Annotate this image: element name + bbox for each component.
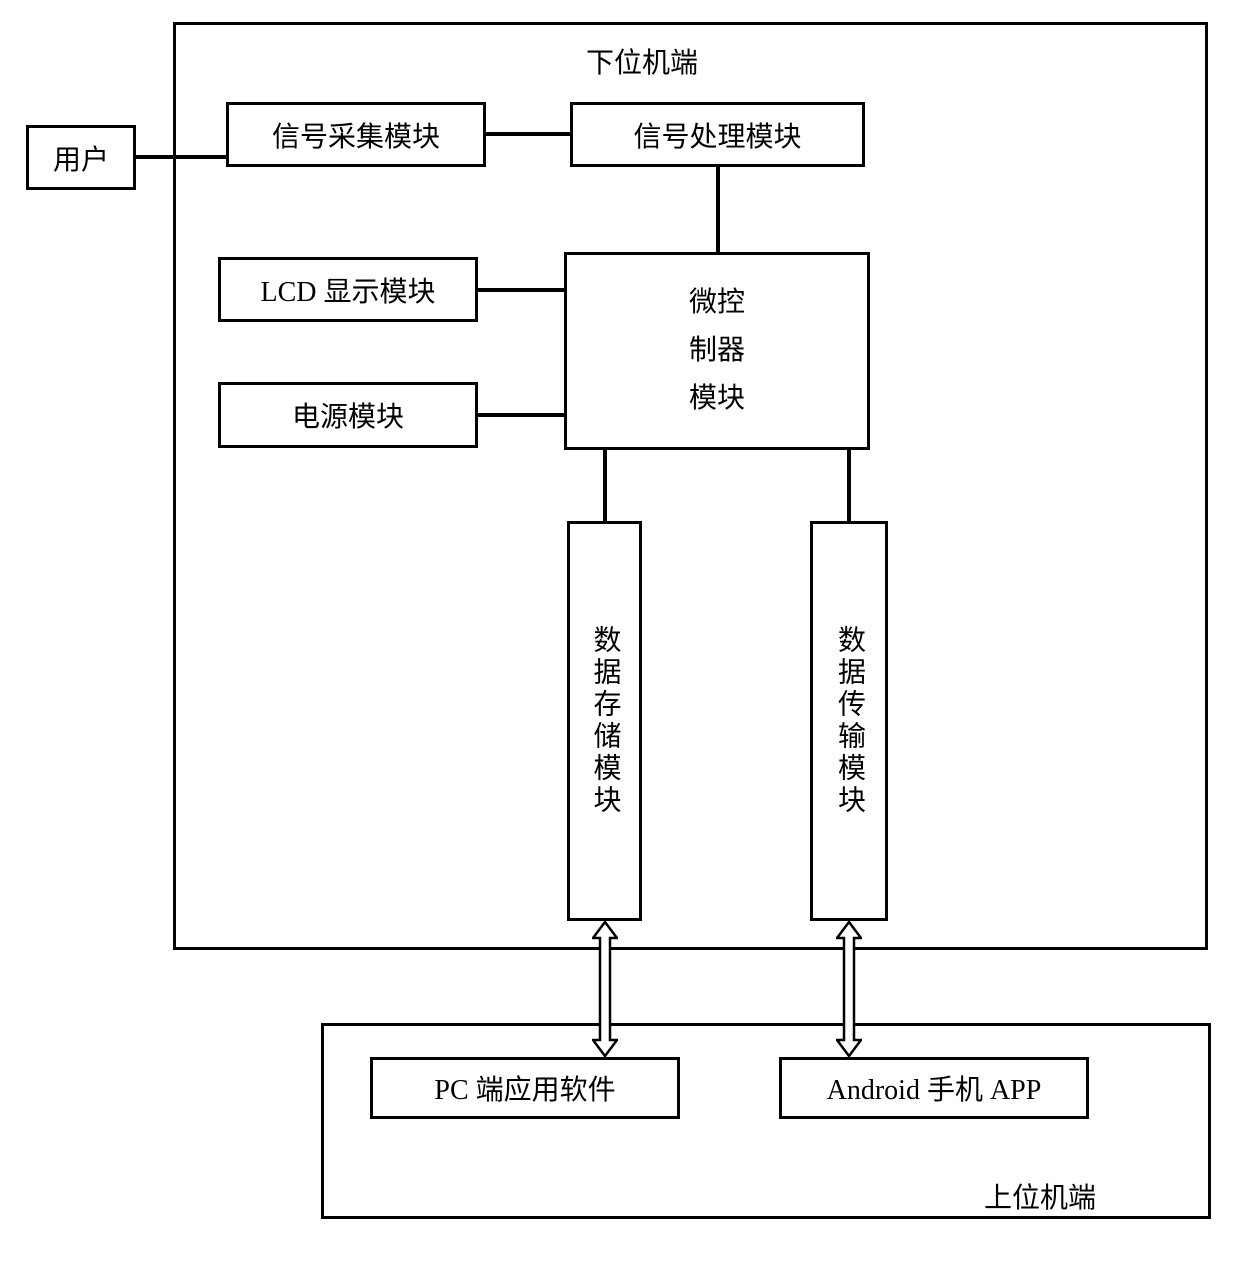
- node-power: 电源模块: [218, 382, 478, 448]
- node-storage: 数据存储模块: [567, 521, 642, 921]
- arrow-storage-pc: [592, 921, 618, 1057]
- node-lcd: LCD 显示模块: [218, 257, 478, 322]
- node-signal-process: 信号处理模块: [570, 102, 865, 167]
- node-mcu-line2: 制器: [689, 327, 745, 375]
- node-upper-container-label: 上位机端: [984, 1176, 1096, 1216]
- edge-lower-signalcollect: [175, 155, 227, 159]
- edge-power-mcu: [478, 413, 566, 417]
- edge-lcd-mcu: [478, 288, 566, 292]
- node-signal-collect: 信号采集模块: [226, 102, 486, 167]
- node-lcd-label: LCD 显示模块: [260, 270, 435, 310]
- edge-collect-process: [486, 132, 572, 136]
- node-transfer: 数据传输模块: [810, 521, 888, 921]
- node-transfer-label: 数据传输模块: [829, 625, 869, 817]
- node-power-label: 电源模块: [292, 395, 404, 435]
- node-user: 用户: [26, 125, 136, 190]
- node-mcu-line1: 微控: [689, 279, 745, 327]
- node-upper-container: 上位机端: [321, 1023, 1211, 1219]
- node-pc-app: PC 端应用软件: [370, 1057, 680, 1119]
- node-android-app: Android 手机 APP: [779, 1057, 1089, 1119]
- edge-mcu-transfer: [847, 450, 851, 523]
- node-signal-collect-label: 信号采集模块: [272, 115, 440, 155]
- node-mcu-line3: 模块: [689, 375, 745, 423]
- node-storage-label: 数据存储模块: [585, 625, 625, 817]
- node-mcu: 微控 制器 模块: [564, 252, 870, 450]
- node-lower-container-label: 下位机端: [586, 41, 698, 81]
- node-user-label: 用户: [53, 138, 109, 178]
- edge-process-mcu: [716, 167, 720, 255]
- node-pc-app-label: PC 端应用软件: [434, 1068, 615, 1108]
- edge-mcu-storage: [603, 450, 607, 523]
- arrow-transfer-android: [836, 921, 862, 1057]
- node-mcu-label: 微控 制器 模块: [689, 279, 745, 423]
- node-android-app-label: Android 手机 APP: [827, 1068, 1042, 1108]
- edge-user-lower: [136, 155, 176, 159]
- node-signal-process-label: 信号处理模块: [633, 115, 801, 155]
